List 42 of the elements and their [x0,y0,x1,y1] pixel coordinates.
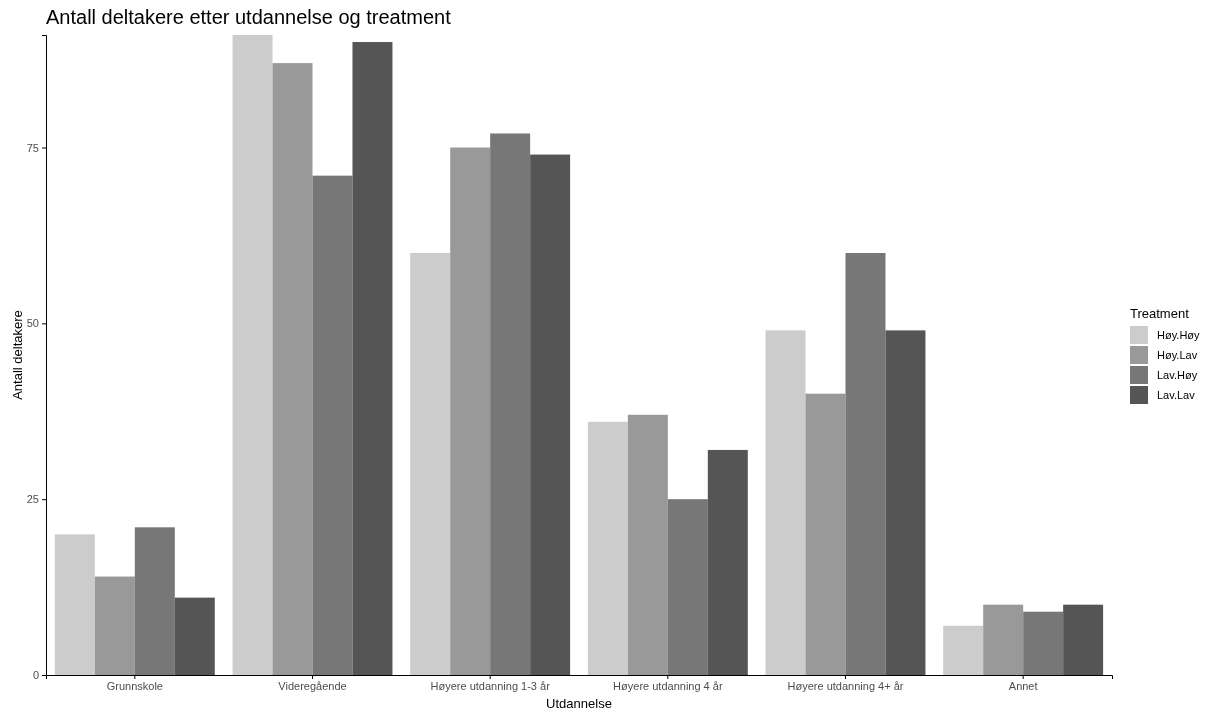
chart-title: Antall deltakere etter utdannelse og treatment [46,6,452,28]
bar [627,414,668,675]
y-tick-label: 50 [26,317,39,330]
y-tick-label: 75 [26,141,39,154]
bar [54,534,95,675]
bar [530,154,571,675]
bar [1063,604,1104,675]
bar [272,63,313,675]
bar [943,625,984,675]
legend-label: Lav.Høy [1157,369,1198,381]
legend-label: Høy.Lav [1157,349,1198,361]
bar [845,253,886,675]
x-tick-label: Høyere utdanning 4 år [613,679,723,692]
legend-label: Høy.Høy [1157,329,1201,341]
x-tick-label: Grunnskole [106,679,163,692]
bar [94,576,135,675]
bar [587,421,628,675]
bar [490,133,531,675]
x-axis-title: Utdannelse [546,696,612,711]
y-tick-label: 0 [32,669,39,682]
x-tick-label: Høyere utdanning 1-3 år [430,679,551,692]
y-axis-title: Antall deltakere [10,310,25,400]
bar [765,330,806,675]
bar [805,393,846,675]
x-tick-label: Videregående [278,679,347,692]
bar [450,147,491,675]
bar [352,42,393,675]
bar [667,499,708,675]
bar [707,449,748,675]
bar [1023,611,1064,675]
x-tick-label: Annet [1008,679,1038,692]
bar [983,604,1024,675]
legend-label: Lav.Lav [1157,389,1196,401]
bar [312,175,353,675]
legend-title: Treatment [1130,306,1190,321]
x-tick-label: Høyere utdanning 4+ år [787,679,904,692]
bar [174,597,215,675]
bar [410,253,451,675]
bar [885,330,926,675]
bar [232,35,273,675]
bar [134,527,175,675]
y-tick-label: 25 [26,493,39,506]
